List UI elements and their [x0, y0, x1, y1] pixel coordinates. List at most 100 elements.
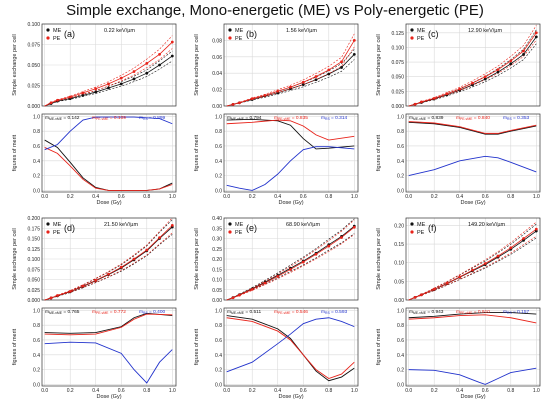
y-tick-label: 0.125	[27, 247, 40, 253]
x-axis-label: Dose (Gy)	[278, 200, 303, 206]
y-tick-label: 0.00	[394, 298, 404, 304]
pe-point	[94, 87, 98, 91]
y-tick-label: 0.025	[27, 84, 40, 90]
pe-fit-line	[226, 219, 355, 301]
plot-frame	[223, 307, 359, 387]
me-fit-line	[408, 230, 537, 301]
pe-point	[276, 89, 280, 93]
pe-point	[250, 97, 254, 101]
legend-me-marker	[228, 222, 232, 226]
pe-fit-line	[44, 225, 173, 301]
plot-frame	[405, 23, 541, 107]
pe-point	[458, 275, 462, 279]
plot-frame	[41, 113, 177, 193]
x-axis-label: Dose (Gy)	[278, 394, 303, 400]
merit-rs-line	[226, 317, 355, 373]
pe-point	[49, 296, 53, 300]
legend-me-marker	[410, 28, 414, 32]
y-tick-label: 0.05	[212, 288, 222, 294]
panel-label: (d)	[64, 223, 75, 233]
pe-point	[119, 76, 123, 80]
me-point	[170, 54, 174, 58]
y-tick-label: 0.4	[33, 353, 40, 359]
panel-b: 0.00 0.02 0.04 0.06 0.08 ME PE (b) 1.56 keV/µm Si…	[194, 23, 359, 206]
y-tick-label: 1.0	[33, 308, 40, 314]
y-axis-label: figures of merit	[12, 134, 18, 171]
x-axis-label: Dose (Gy)	[96, 200, 121, 206]
me-point	[301, 83, 305, 87]
x-tick-label: 0.2	[431, 194, 438, 200]
pe-fit-line	[408, 39, 537, 107]
legend-me-label: ME	[235, 28, 244, 34]
me-point	[352, 52, 356, 56]
pe-point	[458, 87, 462, 91]
pe-point	[107, 272, 110, 276]
pe-point	[301, 260, 305, 264]
y-tick-label: 0.150	[27, 237, 40, 243]
pe-point	[68, 95, 72, 99]
merit-rs-line	[44, 116, 173, 151]
y-tick-label: 0.8	[33, 323, 40, 329]
y-tick-label: 0.2	[215, 368, 222, 374]
x-tick-label: 0.4	[456, 194, 463, 200]
y-axis-label: Simple exchange per cell	[376, 228, 382, 289]
pe-point	[352, 225, 356, 229]
y-tick-label: 0.08	[212, 38, 222, 44]
me-point	[496, 70, 500, 74]
legend-pe-label: PE	[53, 36, 61, 42]
y-tick-label: 0.02	[212, 88, 222, 94]
merit-rs-label: mRS = 0.314	[321, 115, 348, 121]
y-tick-label: 0.200	[27, 216, 40, 222]
y-tick-label: 0.6	[33, 144, 40, 150]
let-label: 149.20 keV/µm	[468, 222, 506, 228]
pe-point	[94, 278, 98, 282]
pe-point	[327, 244, 331, 248]
pe-point	[340, 236, 343, 239]
x-tick-label: 0.8	[143, 388, 150, 394]
x-tick-label: 1.0	[351, 388, 358, 394]
pe-point	[420, 100, 423, 104]
y-tick-label: 0.00	[212, 104, 222, 110]
x-tick-label: 0.8	[143, 194, 150, 200]
x-tick-label: 0.2	[431, 388, 438, 394]
x-tick-label: 0.2	[249, 194, 256, 200]
me-point	[119, 82, 123, 86]
panel-d: 0.000 0.025 0.050 0.075 0.100 0.125 0.150 0.175…	[12, 216, 177, 400]
me-point	[81, 93, 85, 97]
plot-frame	[405, 217, 541, 301]
x-axis-label: Dose (Gy)	[460, 200, 485, 206]
x-tick-label: 0.0	[223, 194, 230, 200]
pe-point	[340, 60, 343, 64]
pe-point	[496, 68, 500, 72]
x-tick-label: 0.4	[92, 194, 99, 200]
merit-rs-line	[408, 367, 537, 385]
pe-point	[158, 236, 161, 240]
pe-point	[132, 70, 136, 73]
pe-fit-line	[44, 41, 173, 107]
panel-label: (f)	[428, 223, 437, 233]
merit-pe-label: mPE-vME = 0.772	[92, 309, 126, 315]
x-axis-label: Dose (Gy)	[96, 394, 121, 400]
y-tick-label: 0.8	[215, 323, 222, 329]
merit-pe-line	[408, 121, 537, 134]
panel-f: 0.00 0.05 0.10 0.15 0.20 ME PE (f) 149.20 keV/µm…	[376, 217, 541, 400]
merit-rs-line	[44, 341, 173, 384]
y-tick-label: 0.35	[212, 226, 222, 232]
y-tick-label: 0.050	[27, 63, 40, 69]
y-tick-label: 0.2	[397, 368, 404, 374]
merit-pe-line	[44, 313, 173, 336]
let-label: 12.90 keV/µm	[468, 28, 502, 34]
y-tick-label: 0.20	[212, 257, 222, 263]
panel-label: (a)	[64, 29, 75, 39]
pe-point	[483, 262, 487, 265]
pe-point	[231, 296, 235, 300]
pe-point	[496, 254, 500, 258]
y-tick-label: 0.8	[33, 129, 40, 135]
y-axis-label: figures of merit	[12, 328, 18, 365]
merit-me-label: mME-vME = 0.794	[227, 115, 262, 121]
y-tick-label: 0.075	[27, 267, 40, 273]
pe-point	[81, 91, 85, 95]
y-tick-label: 0.8	[215, 129, 222, 135]
x-tick-label: 0.8	[507, 194, 514, 200]
merit-me-label: mME-vME = 0.765	[45, 309, 80, 315]
